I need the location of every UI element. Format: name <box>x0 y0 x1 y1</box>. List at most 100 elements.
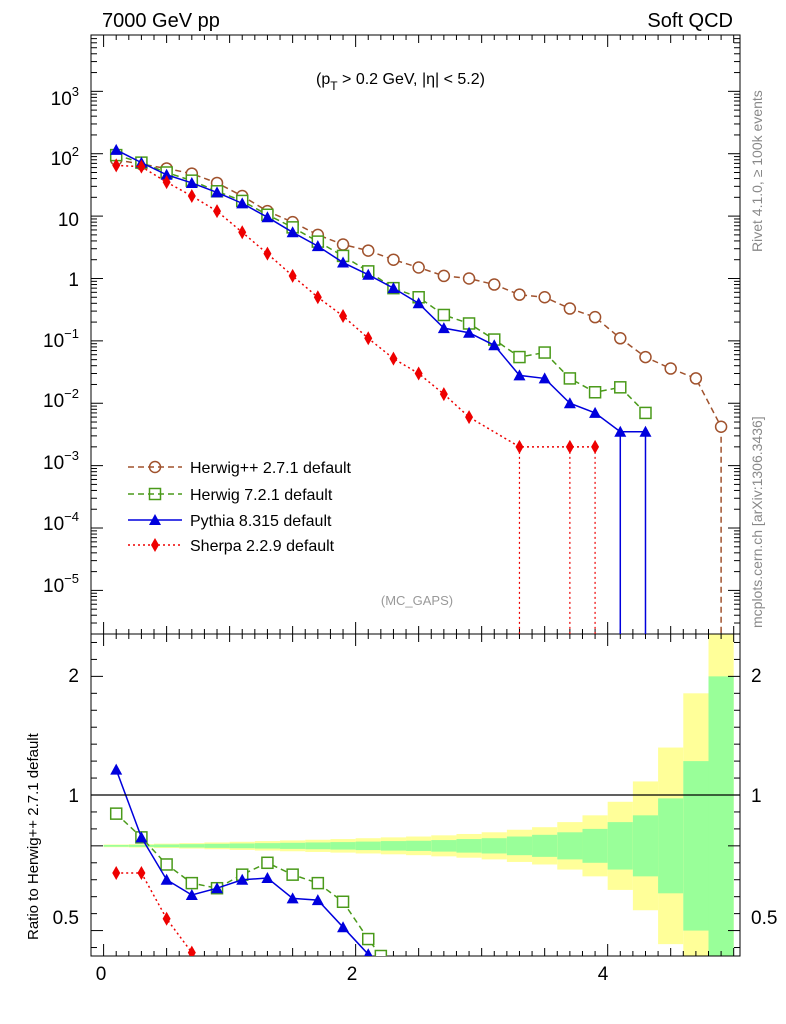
data-point <box>565 439 574 454</box>
ratio-data-point <box>311 894 324 906</box>
data-point <box>110 143 123 155</box>
data-point <box>211 186 224 198</box>
data-point <box>313 290 322 305</box>
data-point <box>439 387 448 402</box>
y-tick-label-1e-5: 10−5 <box>43 571 79 597</box>
band-inner-bin <box>280 842 306 849</box>
data-point <box>689 372 703 385</box>
band-inner-bin <box>607 822 633 870</box>
data-point <box>664 362 677 375</box>
legend-marker-sherpa <box>151 538 159 552</box>
main-panel-frame <box>90 34 741 635</box>
data-point <box>364 331 373 346</box>
data-point <box>263 246 272 261</box>
band-inner-bin <box>632 815 659 877</box>
ratio-data-point <box>185 888 198 900</box>
legend-entry-pythia: Pythia 8.315 default <box>128 513 332 530</box>
x-tick-label-2: 2 <box>347 964 358 985</box>
ratio-data-point <box>261 856 274 870</box>
data-point <box>538 291 551 304</box>
ratio-data-point <box>364 948 373 956</box>
data-point <box>488 278 501 291</box>
band-inner-bin <box>456 839 482 853</box>
y-tick-label-1e-3: 10−3 <box>43 448 79 474</box>
legend-marker-pythia <box>149 514 161 525</box>
analysis-watermark: (MC_GAPS) <box>381 593 453 608</box>
ratio-y-tick-2-right: 2 <box>751 666 762 687</box>
x-tick-label-0: 0 <box>96 964 107 985</box>
data-point <box>563 397 576 409</box>
data-point <box>589 406 602 418</box>
series-line <box>115 154 647 414</box>
ratio-data-point <box>286 868 299 881</box>
data-point <box>288 268 297 283</box>
data-point <box>362 268 375 280</box>
ratio-y-tick-2: 2 <box>68 666 79 687</box>
data-point <box>336 238 350 251</box>
y-tick-label-1e3: 103 <box>51 84 79 110</box>
main-y-tick-labels: 103 102 10 1 10−1 10−2 10−3 10−4 10−5 <box>43 84 79 597</box>
data-point <box>412 297 425 309</box>
band-inner-bin <box>683 761 709 931</box>
ratio-y-axis-label: Ratio to Herwig++ 2.7.1 default <box>25 732 42 940</box>
ratio-data-point <box>374 949 388 956</box>
data-point <box>160 168 173 180</box>
data-point <box>538 372 551 384</box>
ratio-series-line <box>115 769 369 955</box>
y-tick-label-1: 1 <box>68 270 79 291</box>
ratio-data-point <box>311 876 325 890</box>
ratio-data-point <box>185 876 199 890</box>
data-point <box>465 410 474 425</box>
x-tick-label-4: 4 <box>598 964 609 985</box>
band-inner-bin <box>330 842 356 850</box>
ratio-uncertainty-band <box>103 634 734 956</box>
band-inner-bin <box>305 842 331 850</box>
data-point <box>463 326 476 338</box>
band-inner-bin <box>582 828 608 863</box>
data-point <box>591 439 600 454</box>
side-label-top: Rivet 4.1.0, ≥ 100k events <box>749 90 765 252</box>
ratio-data-point <box>162 911 171 926</box>
data-point <box>185 176 198 188</box>
data-point <box>162 175 171 190</box>
legend-label-sherpa: Sherpa 2.2.9 default <box>190 538 335 555</box>
data-point <box>714 420 728 434</box>
data-point <box>462 272 476 285</box>
data-point <box>437 308 451 322</box>
ratio-data-point <box>187 945 196 956</box>
series-2 <box>110 143 652 634</box>
legend-entry-herwig7: Herwig 7.2.1 default <box>128 487 333 504</box>
ratio-data-point <box>337 921 350 933</box>
legend-marker-herwigpp <box>148 460 162 474</box>
ratio-data-point <box>109 807 123 820</box>
cut-annotation: (pT > 0.2 GeV, |η| < 5.2) <box>316 71 485 93</box>
data-point <box>361 244 375 257</box>
data-point <box>614 332 627 345</box>
band-inner-bin <box>254 843 281 849</box>
y-tick-label-1e-4: 10−4 <box>43 509 79 535</box>
band-inner-bin <box>179 844 205 848</box>
band-inner-bin <box>128 844 155 847</box>
ratio-data-point <box>160 858 173 871</box>
data-point <box>488 339 501 351</box>
band-inner-bin <box>708 676 734 956</box>
band-inner-bin <box>557 832 583 860</box>
data-point <box>414 366 423 381</box>
ratio-data-point <box>261 872 274 884</box>
data-point <box>311 240 324 252</box>
band-inner-bin <box>380 841 407 851</box>
data-point <box>261 211 274 223</box>
band-inner-bin <box>481 838 507 854</box>
side-label-bottom: mcplots.cern.ch [arXiv:1306.3436] <box>749 416 765 628</box>
data-point <box>137 159 146 174</box>
data-point <box>588 310 602 324</box>
ratio-data-point <box>160 873 173 885</box>
data-point <box>387 282 400 294</box>
data-point <box>639 350 652 364</box>
ratio-series-1 <box>110 763 373 956</box>
legend-label-herwigpp: Herwig++ 2.7.1 default <box>190 460 352 477</box>
header-right: Soft QCD <box>647 10 733 32</box>
ratio-data-point <box>336 895 350 909</box>
data-point <box>588 386 602 399</box>
ratio-series-layer <box>109 763 388 956</box>
